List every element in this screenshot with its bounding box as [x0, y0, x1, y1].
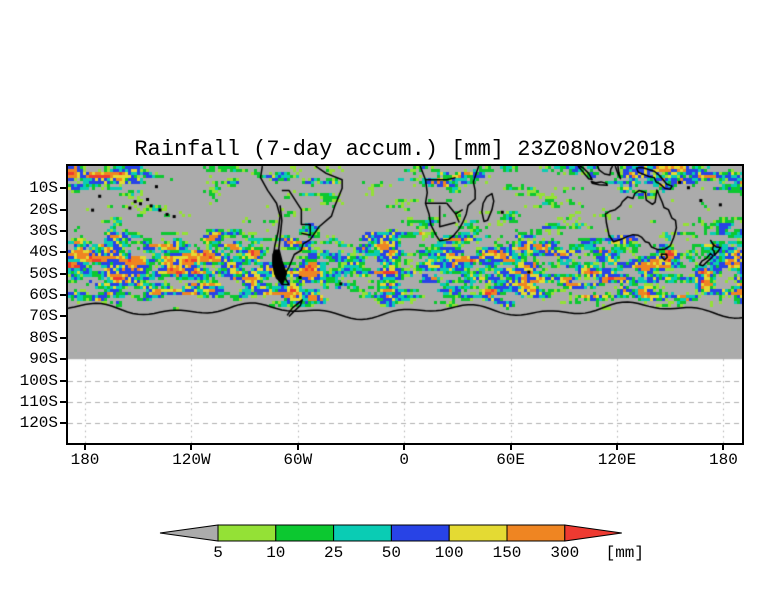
legend-units-label: [mm] [606, 544, 644, 562]
x-tick-label: 120E [597, 451, 637, 469]
y-tick-mark [60, 230, 66, 233]
legend-color-segment [448, 524, 508, 542]
legend-color-segment [390, 524, 450, 542]
legend-color-segment [217, 524, 277, 542]
legend-threshold-label: 100 [435, 544, 464, 562]
y-tick-mark [60, 272, 66, 275]
y-tick-mark [60, 422, 66, 425]
legend-color-segment [506, 524, 566, 542]
legend-threshold-label: 300 [550, 544, 579, 562]
y-tick-label: 110S [19, 392, 58, 411]
x-tick-mark [190, 443, 193, 450]
x-tick-mark [722, 443, 725, 450]
legend-threshold-label: 25 [324, 544, 343, 562]
legend-over-arrow [564, 524, 622, 542]
y-tick-mark [60, 187, 66, 190]
y-tick-label: 20S [29, 200, 58, 219]
chart-title: Rainfall (7-day accum.) [mm] 23Z08Nov201… [134, 137, 676, 162]
y-tick-label: 10S [29, 179, 58, 198]
y-tick-label: 50S [29, 264, 58, 283]
y-tick-label: 30S [29, 222, 58, 241]
y-tick-label: 40S [29, 243, 58, 262]
legend-threshold-label: 50 [382, 544, 401, 562]
y-tick-label: 60S [29, 286, 58, 305]
x-tick-mark [403, 443, 406, 450]
y-tick-mark [60, 315, 66, 318]
x-tick-label: 180 [708, 451, 738, 469]
rainfall-map-canvas [68, 166, 742, 443]
x-tick-mark [84, 443, 86, 450]
y-tick-label: 100S [19, 371, 58, 390]
x-tick-label: 180 [70, 451, 100, 469]
y-tick-label: 90S [29, 350, 58, 369]
y-tick-mark [60, 400, 66, 403]
legend-color-segment [275, 524, 335, 542]
y-tick-label: 120S [19, 414, 58, 433]
x-tick-label: 0 [399, 451, 409, 469]
y-tick-mark [60, 251, 66, 254]
y-tick-label: 80S [29, 328, 58, 347]
y-tick-mark [60, 294, 66, 297]
y-tick-mark [60, 208, 66, 211]
x-tick-mark [616, 443, 618, 450]
y-tick-label: 70S [29, 307, 58, 326]
x-tick-label: 60W [283, 451, 313, 469]
legend-threshold-label: 150 [493, 544, 522, 562]
colorbar-legend: 5 10 25 50 100 150 300 [mm] [159, 524, 644, 562]
x-tick-label: 120W [172, 451, 211, 469]
x-tick-mark [296, 443, 299, 450]
x-tick-mark [509, 443, 512, 450]
legend-under-arrow [159, 524, 219, 542]
y-tick-mark [60, 379, 66, 382]
y-tick-mark [60, 358, 66, 361]
y-tick-mark [60, 336, 66, 339]
legend-threshold-label: 10 [266, 544, 285, 562]
x-tick-label: 60E [496, 451, 525, 469]
legend-threshold-label: 5 [213, 544, 223, 562]
legend-color-segment [333, 524, 392, 542]
